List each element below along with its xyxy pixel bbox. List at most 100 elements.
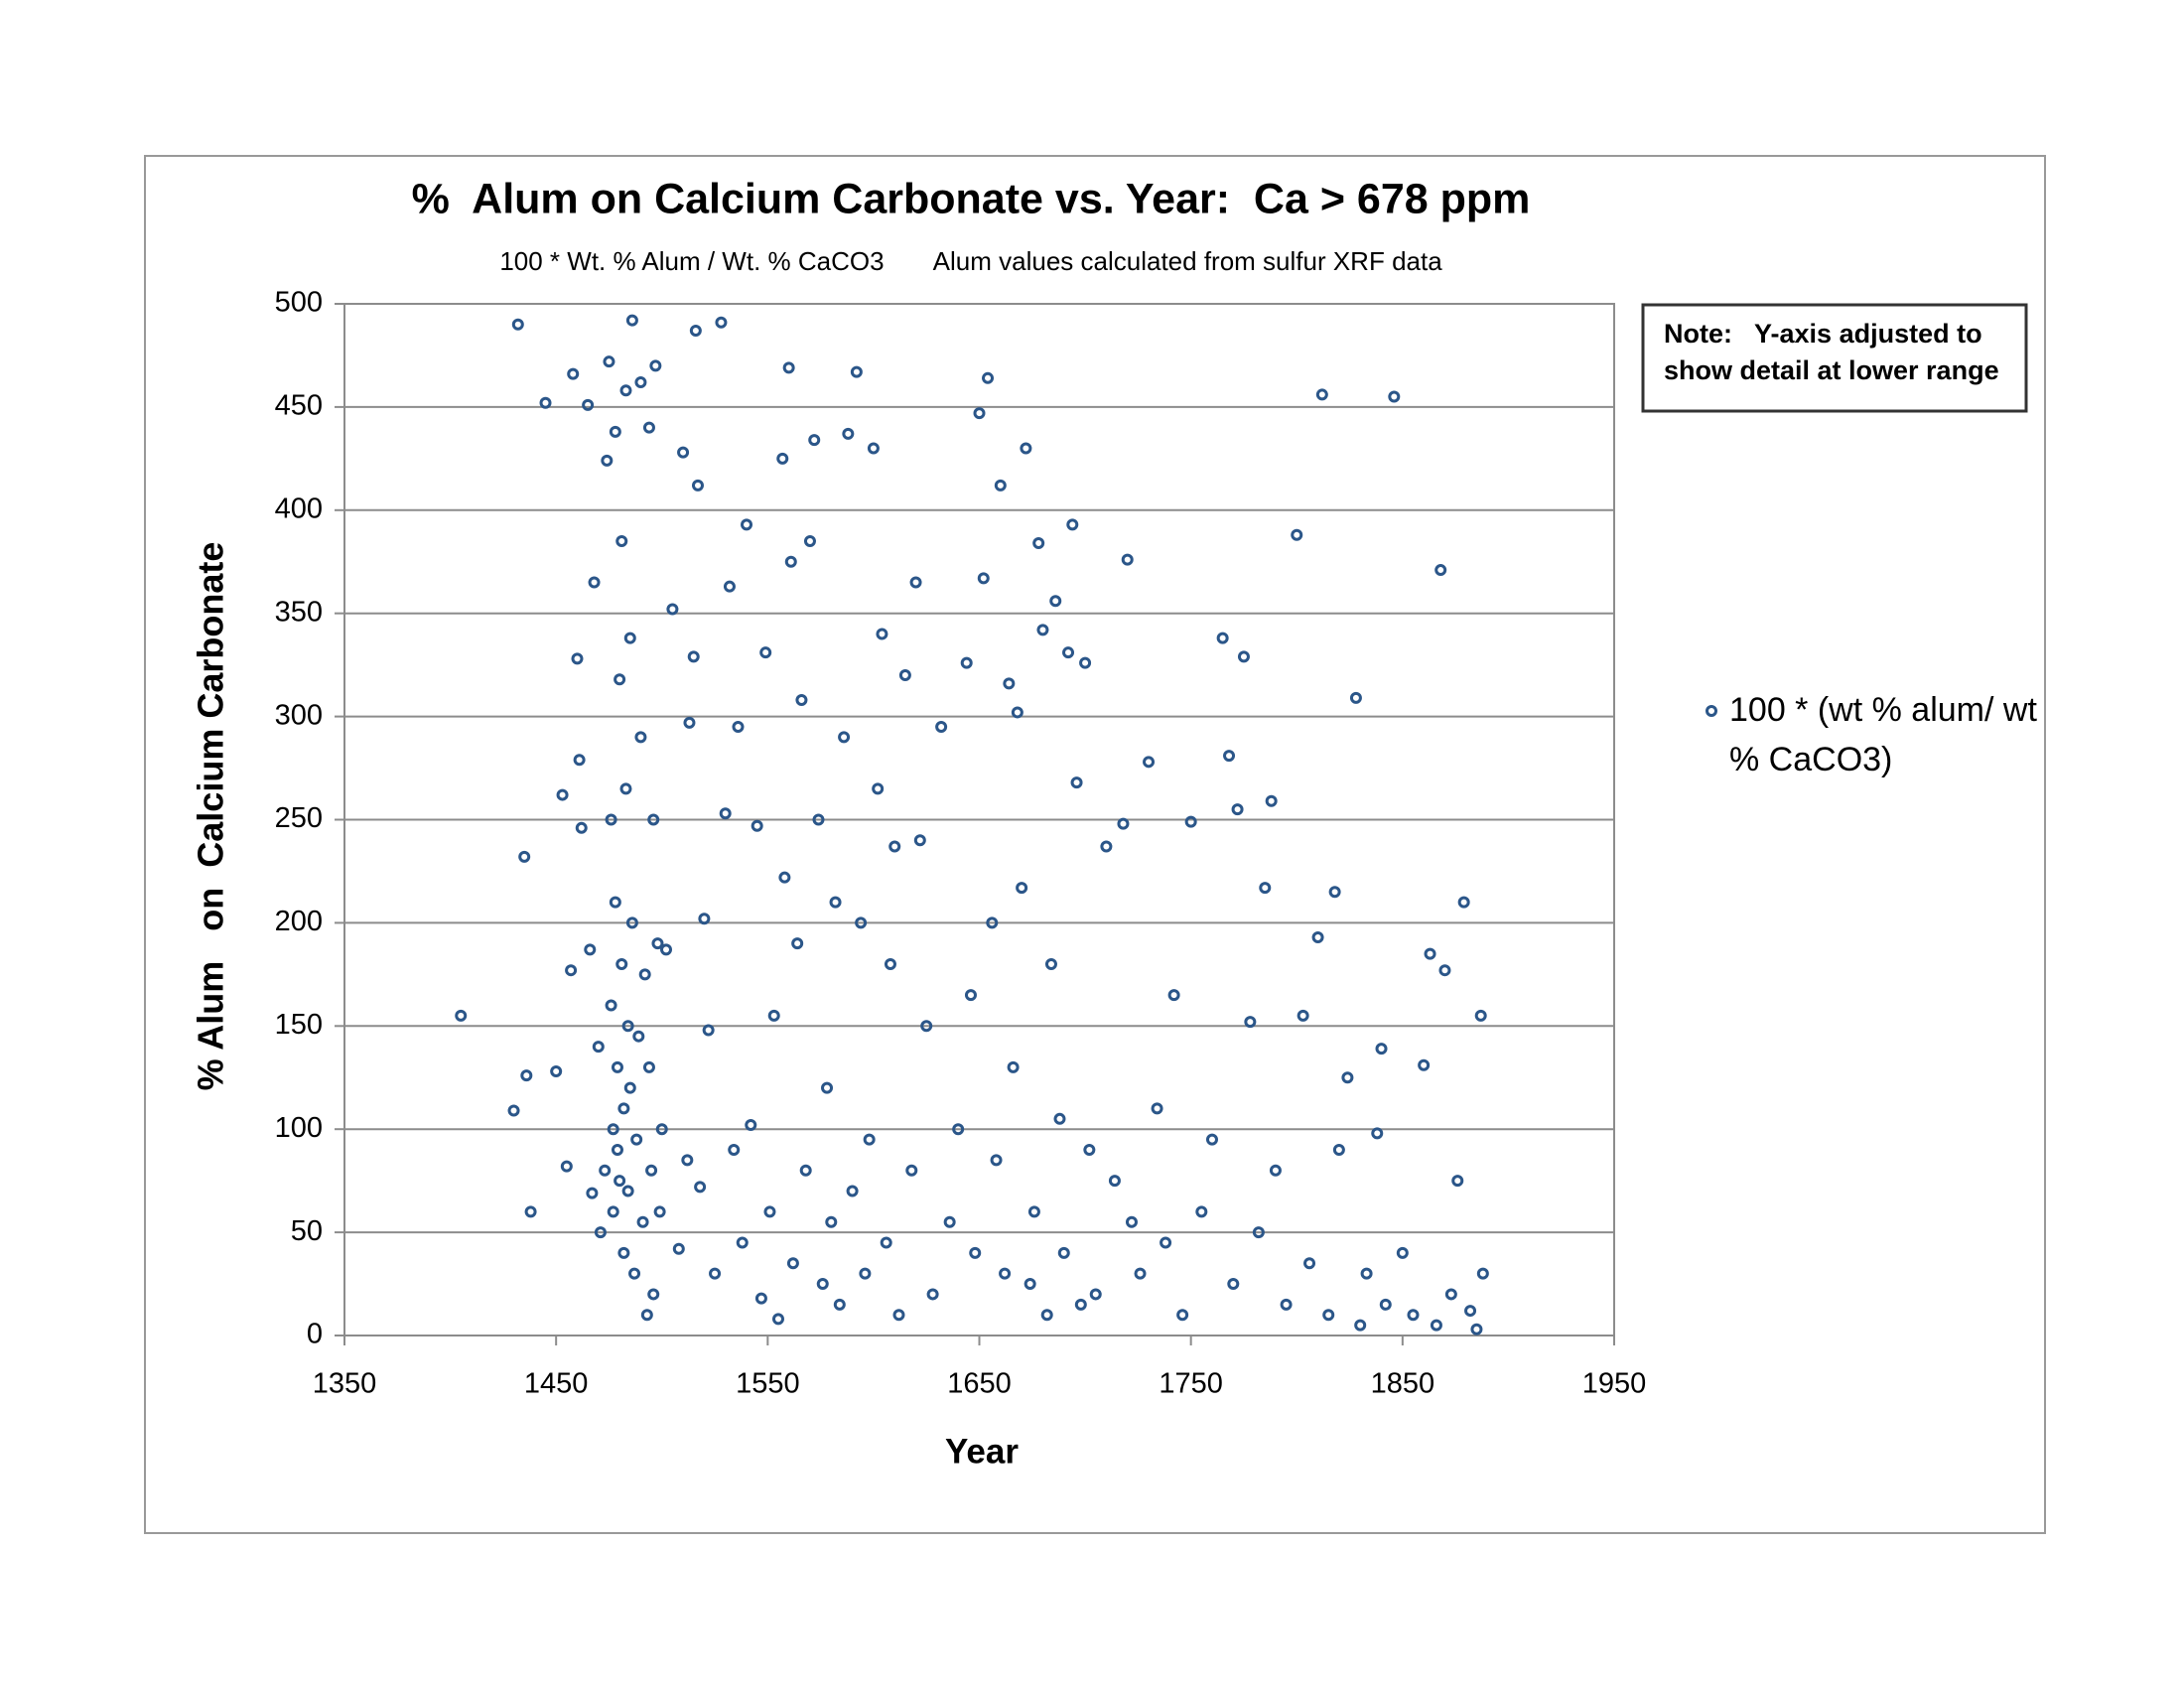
data-point <box>681 1154 694 1167</box>
data-point <box>634 375 647 388</box>
data-point <box>1053 1112 1066 1125</box>
data-point <box>630 1133 643 1146</box>
data-point <box>876 628 888 640</box>
data-point <box>520 1069 533 1082</box>
data-point <box>601 454 614 467</box>
data-point <box>1184 815 1197 828</box>
data-point <box>880 1236 892 1249</box>
x-tick-label: 1750 <box>1159 1368 1223 1400</box>
data-point <box>573 754 586 767</box>
data-point <box>795 693 808 706</box>
data-point <box>920 1020 933 1033</box>
data-point <box>636 1215 649 1228</box>
data-point <box>609 425 621 438</box>
data-point <box>799 1164 812 1177</box>
data-point <box>1079 656 1092 669</box>
data-point <box>1297 1009 1309 1022</box>
data-point <box>689 325 702 338</box>
data-point <box>660 943 673 956</box>
data-point <box>1315 388 1328 401</box>
data-point <box>709 1267 722 1280</box>
x-axis-label: Year <box>945 1432 1019 1471</box>
data-point <box>1223 750 1236 763</box>
chart-title: % Alum on Calcium Carbonate vs. Year: Ca… <box>412 175 1531 222</box>
data-point <box>1117 817 1130 830</box>
data-point <box>1470 1323 1483 1336</box>
data-point <box>642 1060 655 1073</box>
data-point <box>611 1060 623 1073</box>
note-text: Note: Y-axis adjusted to <box>1664 319 1982 349</box>
data-point <box>973 407 986 420</box>
data-point <box>603 355 615 368</box>
y-tick-label: 500 <box>275 287 323 319</box>
data-point <box>1125 1215 1138 1228</box>
data-point <box>560 1160 573 1173</box>
data-point <box>621 1185 634 1197</box>
data-point <box>1464 1305 1477 1318</box>
data-point <box>1291 528 1303 541</box>
data-point <box>1108 1175 1121 1188</box>
data-point <box>1438 964 1451 977</box>
data-point <box>1007 1060 1020 1073</box>
data-point <box>1044 957 1057 970</box>
data-point <box>732 720 745 733</box>
data-point <box>952 1123 965 1136</box>
data-point <box>859 1267 872 1280</box>
data-point <box>1016 882 1028 895</box>
data-point <box>594 1226 607 1239</box>
data-point <box>586 1187 599 1199</box>
y-tick-label: 150 <box>275 1009 323 1041</box>
data-point <box>863 1133 876 1146</box>
data-point <box>619 782 632 795</box>
data-point <box>728 1143 741 1156</box>
data-point <box>867 442 880 455</box>
data-point <box>816 1278 829 1291</box>
data-point <box>1011 706 1024 719</box>
data-point <box>1434 564 1447 577</box>
chart-subtitle: 100 * Wt. % Alum / Wt. % CaCO3 Alum valu… <box>499 246 1442 276</box>
data-point <box>642 421 655 434</box>
data-point <box>698 913 711 925</box>
data-point <box>623 632 636 644</box>
data-point <box>518 850 531 863</box>
data-point <box>846 1185 859 1197</box>
x-tick-label: 1450 <box>524 1368 589 1400</box>
data-point <box>767 1009 780 1022</box>
data-point <box>575 821 588 834</box>
data-point <box>1205 1133 1218 1146</box>
data-point <box>567 367 580 380</box>
data-point <box>584 943 597 956</box>
data-point <box>1476 1267 1489 1280</box>
data-point <box>702 1024 715 1037</box>
data-point <box>935 720 948 733</box>
data-point <box>1322 1309 1335 1322</box>
data-point <box>1269 1164 1282 1177</box>
data-point <box>614 673 626 686</box>
data-point <box>913 834 926 847</box>
note-text: show detail at lower range <box>1664 355 1999 385</box>
data-point <box>653 1205 666 1218</box>
data-point <box>812 813 825 826</box>
legend-marker <box>1706 705 1717 717</box>
data-point <box>687 650 700 663</box>
data-point <box>1265 794 1278 807</box>
data-point <box>623 1081 636 1094</box>
data-point <box>617 1246 630 1259</box>
data-point <box>625 314 638 327</box>
data-point <box>1259 882 1272 895</box>
data-point <box>771 1313 784 1326</box>
data-point <box>977 572 990 585</box>
data-point <box>1280 1298 1293 1311</box>
data-point <box>592 1041 605 1054</box>
data-point <box>1328 886 1341 899</box>
data-point <box>455 1009 468 1022</box>
data-point <box>614 1175 626 1188</box>
y-tick-label: 200 <box>275 906 323 937</box>
data-point <box>605 999 617 1012</box>
data-point <box>634 731 647 744</box>
data-point <box>751 819 763 832</box>
data-point <box>999 1267 1012 1280</box>
y-tick-label: 350 <box>275 596 323 628</box>
data-point <box>649 359 662 372</box>
data-point <box>1020 442 1032 455</box>
